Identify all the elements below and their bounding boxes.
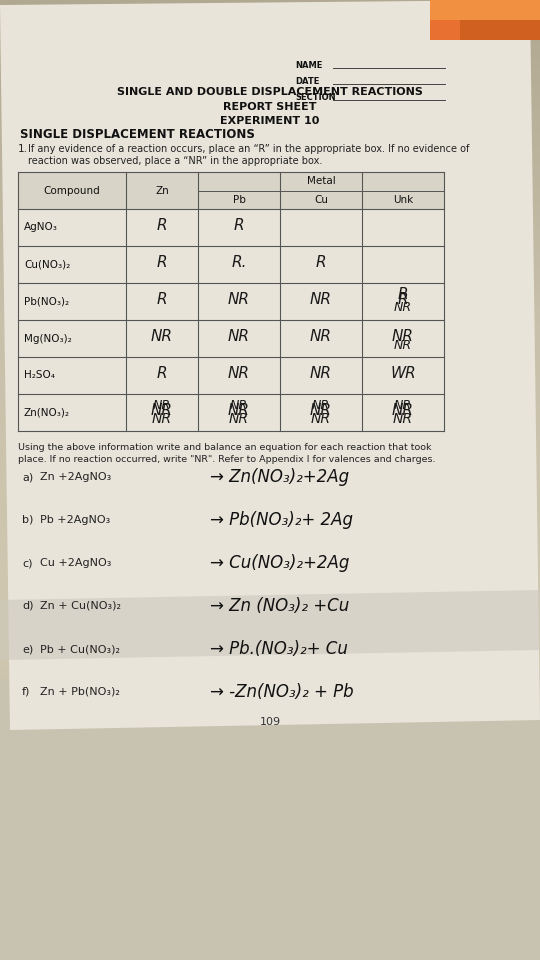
Text: NR: NR: [228, 403, 250, 419]
Polygon shape: [0, 0, 540, 730]
Text: NR: NR: [151, 329, 173, 344]
Text: Cu +2AgNO₃: Cu +2AgNO₃: [40, 558, 111, 568]
Text: R.: R.: [231, 255, 247, 270]
Text: NR: NR: [310, 366, 332, 381]
Text: → -Zn(NO₃)₂ + Pb: → -Zn(NO₃)₂ + Pb: [210, 683, 354, 701]
Text: NAME: NAME: [295, 60, 322, 69]
Text: SINGLE DISPLACEMENT REACTIONS: SINGLE DISPLACEMENT REACTIONS: [20, 129, 255, 141]
Text: Unk: Unk: [393, 195, 413, 204]
Text: NR: NR: [310, 329, 332, 344]
Text: EXPERIMENT 10: EXPERIMENT 10: [220, 116, 320, 126]
Text: → Pb(NO₃)₂+ 2Ag: → Pb(NO₃)₂+ 2Ag: [210, 511, 353, 529]
Text: Zn: Zn: [155, 185, 169, 196]
Bar: [460, 0, 540, 40]
Text: SINGLE AND DOUBLE DISPLACEMENT REACTIONS: SINGLE AND DOUBLE DISPLACEMENT REACTIONS: [117, 87, 423, 97]
Text: R: R: [157, 218, 167, 233]
Text: R: R: [157, 366, 167, 381]
Text: Pb(NO₃)₂: Pb(NO₃)₂: [24, 297, 69, 306]
Text: Pb + Cu(NO₃)₂: Pb + Cu(NO₃)₂: [40, 644, 120, 654]
Text: NR: NR: [230, 399, 248, 413]
Text: NR: NR: [152, 412, 172, 426]
Text: e): e): [22, 644, 33, 654]
Text: NR: NR: [153, 399, 171, 413]
Text: R: R: [157, 255, 167, 270]
Bar: [18, 172, 444, 209]
Text: b): b): [22, 515, 33, 525]
Text: NR: NR: [394, 399, 412, 413]
Text: REPORT SHEET: REPORT SHEET: [223, 102, 317, 112]
Text: 1.: 1.: [18, 144, 28, 154]
Text: NR: NR: [228, 292, 250, 307]
Text: WR: WR: [390, 366, 416, 381]
Text: NR: NR: [392, 403, 414, 419]
Text: Cu: Cu: [314, 195, 328, 204]
Bar: [430, 0, 540, 40]
Text: NR: NR: [310, 292, 332, 307]
Text: NR: NR: [394, 339, 412, 351]
Text: H₂SO₄: H₂SO₄: [24, 371, 55, 380]
Text: → Zn (NO₃)₂ +Cu: → Zn (NO₃)₂ +Cu: [210, 597, 349, 615]
Text: Compound: Compound: [44, 185, 100, 196]
Text: R: R: [316, 255, 326, 270]
Text: DATE: DATE: [295, 77, 319, 85]
Polygon shape: [0, 590, 540, 660]
Text: NR: NR: [312, 399, 330, 413]
Text: Cu(NO₃)₂: Cu(NO₃)₂: [24, 259, 70, 270]
Text: NR: NR: [229, 412, 249, 426]
Text: R: R: [234, 218, 244, 233]
Text: → Cu(NO₃)₂+2Ag: → Cu(NO₃)₂+2Ag: [210, 554, 349, 572]
Text: NR: NR: [311, 412, 331, 426]
Text: reaction was observed, place a “NR” in the appropriate box.: reaction was observed, place a “NR” in t…: [28, 156, 322, 166]
Text: d): d): [22, 601, 33, 611]
Polygon shape: [0, 670, 540, 960]
Text: 109: 109: [259, 717, 281, 727]
Text: Zn + Pb(NO₃)₂: Zn + Pb(NO₃)₂: [40, 687, 120, 697]
Text: NR: NR: [151, 403, 173, 419]
Text: f): f): [22, 687, 30, 697]
Text: Using the above information write and balance an equation for each reaction that: Using the above information write and ba…: [18, 443, 431, 452]
Bar: [430, 0, 540, 20]
Text: Mg(NO₃)₂: Mg(NO₃)₂: [24, 333, 72, 344]
Text: If any evidence of a reaction occurs, place an “R” in the appropriate box. If no: If any evidence of a reaction occurs, pl…: [28, 144, 469, 154]
Text: R: R: [397, 292, 408, 307]
Text: AgNO₃: AgNO₃: [24, 223, 58, 232]
Text: SECTION: SECTION: [295, 92, 336, 102]
Text: → Zn(NO₃)₂+2Ag: → Zn(NO₃)₂+2Ag: [210, 468, 349, 486]
Text: NR: NR: [228, 366, 250, 381]
Text: Zn(NO₃)₂: Zn(NO₃)₂: [24, 407, 70, 418]
Text: NR: NR: [228, 329, 250, 344]
Text: NR: NR: [393, 412, 413, 426]
Text: R: R: [157, 292, 167, 307]
Text: Pb: Pb: [233, 195, 246, 204]
Text: Pb +2AgNO₃: Pb +2AgNO₃: [40, 515, 110, 525]
Text: place. If no reaction occurred, write "NR". Refer to Appendix I for valences and: place. If no reaction occurred, write "N…: [18, 455, 435, 464]
Text: NR: NR: [310, 403, 332, 419]
Text: R: R: [397, 287, 408, 301]
Text: c): c): [22, 558, 32, 568]
Text: Metal: Metal: [307, 177, 335, 186]
Text: → Pb.(NO₃)₂+ Cu: → Pb.(NO₃)₂+ Cu: [210, 640, 348, 658]
Text: Zn +2AgNO₃: Zn +2AgNO₃: [40, 472, 111, 482]
Text: Zn + Cu(NO₃)₂: Zn + Cu(NO₃)₂: [40, 601, 121, 611]
Text: NR: NR: [394, 300, 412, 314]
Text: NR: NR: [392, 329, 414, 344]
Text: a): a): [22, 472, 33, 482]
